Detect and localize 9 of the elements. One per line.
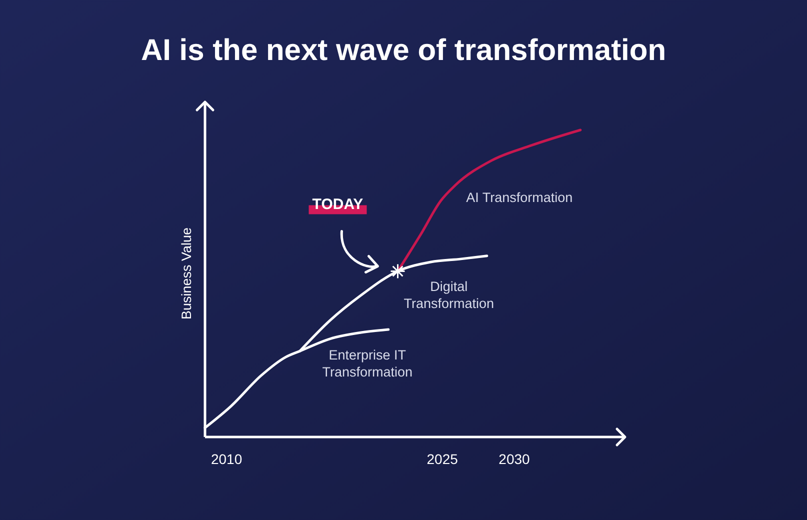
series-label: AI Transformation — [466, 190, 573, 205]
chart-title: AI is the next wave of transformation — [140, 34, 666, 67]
y-axis-title: Business Value — [179, 227, 194, 320]
series-label: Enterprise IT Transformation — [322, 348, 413, 380]
x-tick-label: 2030 — [498, 451, 530, 467]
series-label: Digital Transformation — [404, 278, 494, 311]
x-tick-label: 2010 — [210, 451, 242, 467]
annotation: TODAY — [312, 196, 364, 214]
x-tick-label: 2025 — [426, 451, 458, 467]
